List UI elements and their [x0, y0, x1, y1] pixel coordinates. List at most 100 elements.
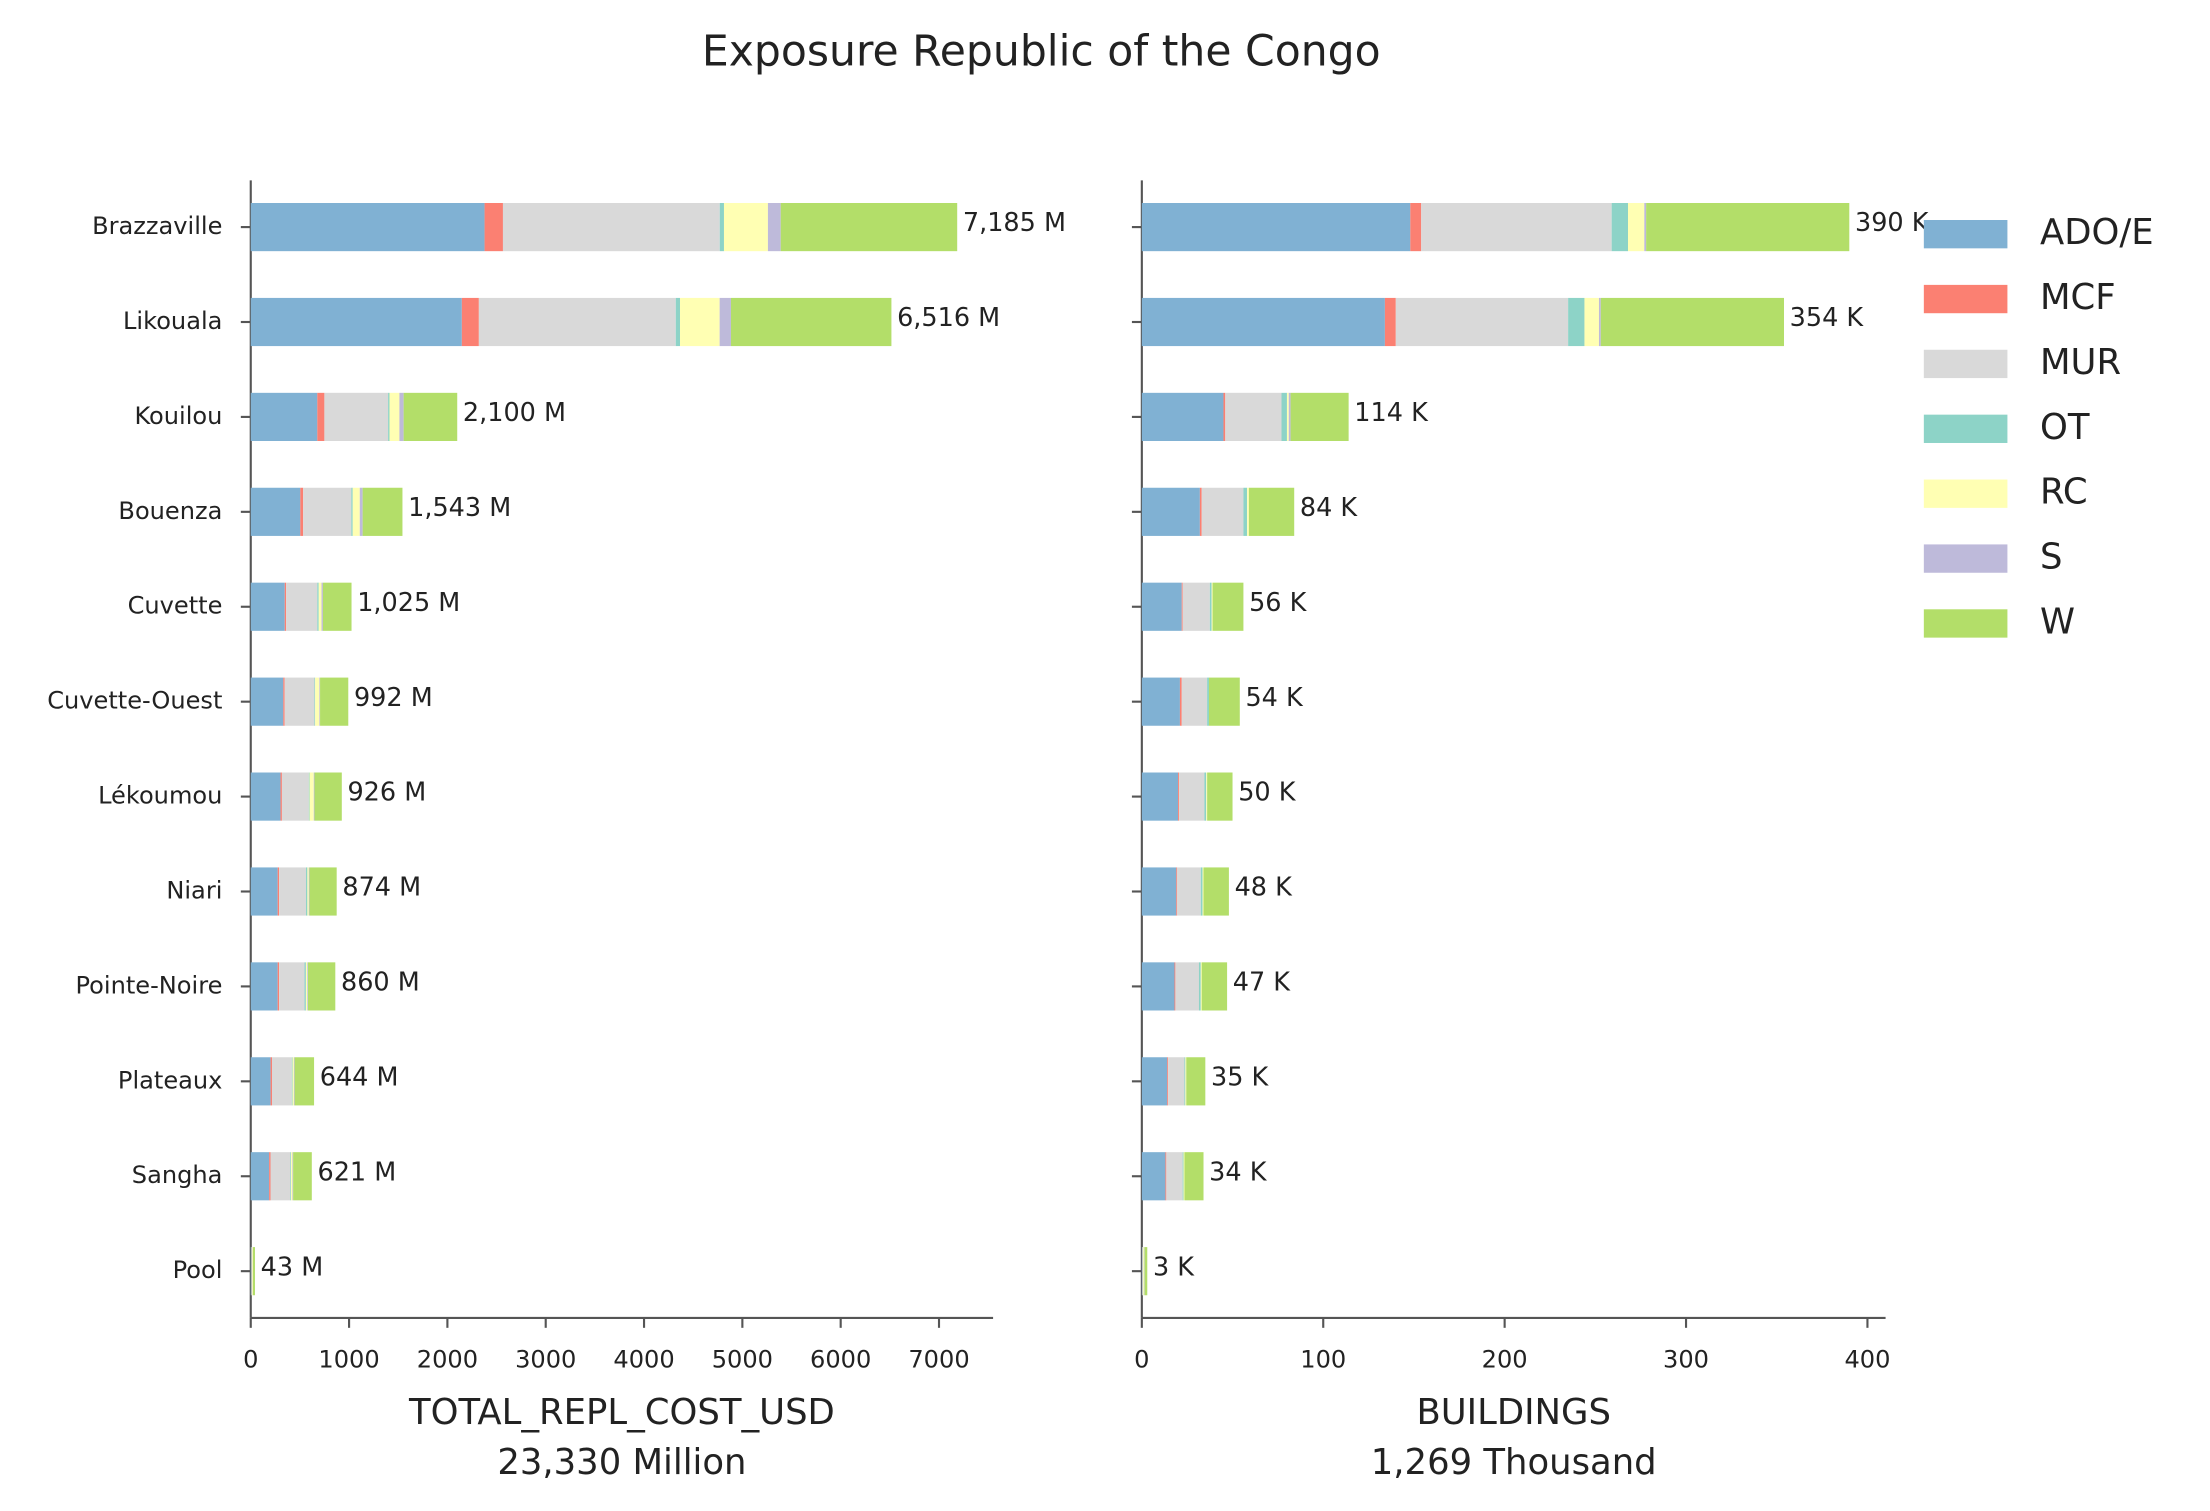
bar-segment: [314, 772, 342, 821]
total-label: 47 K: [1233, 968, 1292, 998]
bar-segment: [307, 867, 309, 916]
bar-segment: [1199, 487, 1202, 536]
bar-segment: [313, 772, 315, 821]
total-label: 7,185 M: [963, 208, 1066, 238]
bar-segment: [307, 962, 308, 1011]
legend-label: ADO/E: [2040, 212, 2154, 253]
bar-segment: [1410, 203, 1422, 252]
total-label: 34 K: [1209, 1157, 1268, 1187]
legend-swatch: [1923, 544, 2008, 573]
legend-swatch: [1923, 284, 2008, 314]
x-tick-label: 1000: [318, 1345, 379, 1373]
bar-segment: [321, 582, 323, 631]
bar-segment: [1286, 392, 1289, 441]
bar-segment: [780, 203, 958, 252]
bar-segment: [293, 1152, 312, 1201]
total-label: 644 M: [320, 1063, 399, 1093]
bar-segment: [680, 297, 720, 347]
bar-segment: [250, 487, 301, 536]
bar-segment: [283, 677, 285, 726]
bar-segment: [1166, 1152, 1183, 1201]
bar-segment: [271, 1057, 292, 1106]
bar-segment: [292, 1057, 294, 1106]
legend-swatch: [1923, 220, 2008, 249]
bar-segment: [1568, 297, 1585, 347]
legend-label: RC: [2040, 472, 2088, 513]
bar-segment: [300, 487, 304, 536]
bar-segment: [478, 297, 676, 347]
bar-segment: [389, 392, 400, 441]
total-label: 992 M: [354, 683, 433, 713]
total-label: 1,543 M: [408, 493, 511, 523]
legend-swatch: [1923, 349, 2008, 379]
total-label: 860 M: [341, 968, 420, 998]
bar-segment: [320, 677, 349, 726]
bar-segment: [292, 1152, 294, 1201]
bar-segment: [250, 1152, 270, 1201]
total-label: 1,025 M: [357, 588, 460, 618]
bar-segment: [250, 297, 462, 347]
total-label: 874 M: [342, 873, 421, 903]
y-tick-label: Pool: [173, 1256, 223, 1284]
bar-segment: [1204, 772, 1207, 821]
bar-segment: [294, 1057, 315, 1106]
bar-segment: [1167, 1057, 1169, 1106]
bar-segment: [1142, 1247, 1144, 1296]
bar-segment: [484, 203, 503, 252]
x-axis-sublabel: 23,330 Million: [497, 1442, 746, 1483]
bar-segment: [1141, 1152, 1166, 1201]
bar-segment: [314, 677, 316, 726]
bar-segment: [250, 392, 318, 441]
bar-segment: [303, 487, 352, 536]
bar-segment: [250, 772, 281, 821]
y-tick-label: Cuvette-Ouest: [47, 687, 222, 715]
bar-segment: [250, 677, 284, 726]
bar-segment: [1281, 392, 1287, 441]
bar-segment: [1290, 392, 1349, 441]
bar-segment: [1248, 487, 1295, 536]
total-label: 3 K: [1153, 1252, 1195, 1282]
bar-segment: [269, 1152, 271, 1201]
bar-segment: [1141, 867, 1177, 916]
total-label: 35 K: [1211, 1063, 1270, 1093]
bar-segment: [290, 1152, 292, 1201]
bar-segment: [309, 772, 314, 821]
bar-segment: [1141, 772, 1179, 821]
bar-segment: [362, 487, 403, 536]
bar-segment: [719, 203, 724, 252]
bar-segment: [1247, 487, 1249, 536]
bar-segment: [403, 392, 458, 441]
bar-segment: [1179, 772, 1205, 821]
x-tick-label: 7000: [908, 1345, 969, 1373]
bar-segment: [1174, 962, 1176, 1011]
bar-segment: [279, 962, 305, 1011]
bar-segment: [277, 962, 280, 1011]
bar-segment: [1184, 1152, 1204, 1201]
bar-segment: [250, 203, 485, 252]
bar-segment: [1646, 203, 1850, 252]
x-tick-label: 3000: [515, 1345, 576, 1373]
bar-segment: [1182, 1152, 1184, 1201]
bar-segment: [251, 1247, 253, 1296]
bar-segment: [250, 582, 285, 631]
bar-segment: [399, 392, 404, 441]
bar-segment: [1384, 297, 1396, 347]
bar-segment: [305, 962, 308, 1011]
bar-segment: [317, 582, 319, 631]
bar-segment: [309, 867, 337, 916]
legend-swatch: [1923, 414, 2008, 443]
bar-segment: [1178, 772, 1180, 821]
y-tick-label: Plateaux: [118, 1066, 222, 1094]
bar-segment: [1165, 1152, 1167, 1201]
bar-segment: [1243, 487, 1248, 536]
bar-segment: [1223, 392, 1226, 441]
bar-segment: [270, 1152, 291, 1201]
bar-segment: [1288, 392, 1291, 441]
bar-segment: [1186, 1057, 1206, 1106]
total-label: 56 K: [1249, 588, 1308, 618]
total-label: 43 M: [261, 1252, 324, 1282]
bar-segment: [1598, 297, 1601, 347]
bar-segment: [318, 582, 322, 631]
bar-segment: [284, 582, 287, 631]
